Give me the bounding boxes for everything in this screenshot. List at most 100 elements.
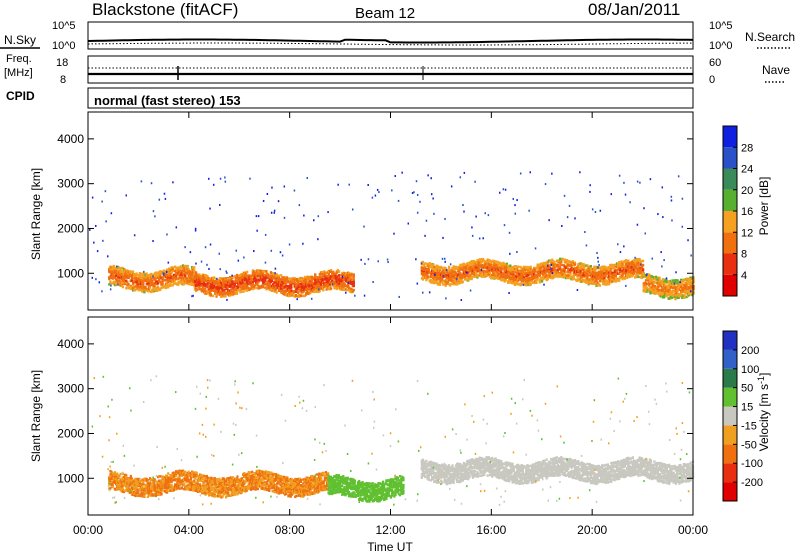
echo-cell [303,294,307,298]
echo-cell [502,273,505,277]
echo-cell [112,473,115,476]
echo-cell [689,277,692,281]
echo-cell [644,232,647,235]
echo-cell [273,272,276,276]
echo-cell [134,276,137,279]
echo-cell [145,272,148,275]
echo-cell [208,289,211,293]
echo-cell [675,288,678,292]
echo-cell [560,270,563,274]
echo-cell [213,281,216,284]
echo-cell [267,275,270,279]
echo-cell [568,204,571,207]
echo-cell [627,259,630,262]
echo-cell [560,273,563,277]
echo-cell [660,289,663,292]
echo-cell [340,282,343,285]
echo-cell [520,269,523,273]
echo-cell [464,263,468,266]
echo-cell [236,289,240,292]
echo-cell [636,273,639,277]
echo-cell [451,282,454,285]
echo-cell [684,286,687,290]
echo-cell [667,293,670,297]
echo-cell [200,284,203,288]
echo-cell [564,274,568,277]
echo-cell [503,274,506,278]
echo-cell [581,264,585,268]
echo-cell [326,271,329,274]
echo-cell [538,267,541,270]
echo-cell [471,269,474,273]
echo-cell [340,286,343,290]
colorbar-swatch [723,253,737,275]
echo-cell [561,268,564,272]
echo-cell [144,276,147,280]
echo-cell [175,277,178,281]
echo-cell [221,283,224,286]
echo-cell [167,261,170,264]
echo-cell [489,276,493,280]
echo-cell [437,278,440,281]
echo-cell [466,265,469,269]
echo-cell [277,284,281,287]
cpid-strip: CPID normal (fast stereo) 153 [6,87,694,109]
echo-cell [499,266,502,270]
echo-cell [290,289,293,292]
echo-cell [441,280,444,284]
echo-cell [108,270,111,273]
echo-cell [242,271,245,275]
echo-cell [416,211,419,214]
echo-cell [126,273,129,276]
echo-cell [598,277,602,280]
echo-cell [492,271,495,275]
echo-cell [599,276,603,279]
echo-cell [139,285,143,288]
echo-cell [272,282,275,286]
echo-cell [240,290,243,293]
echo-cell [514,271,518,274]
echo-cell [692,292,695,295]
station-title: Blackstone (fitACF) [92,0,238,19]
echo-cell [138,278,141,282]
echo-cell [264,286,267,289]
echo-cell [186,277,189,280]
echo-cell [239,274,242,277]
echo-cell [692,278,695,282]
echo-cell [88,228,91,231]
echo-cell [444,260,446,263]
echo-cell [307,281,310,284]
echo-cell [648,273,651,277]
echo-cell [497,276,501,280]
echo-cell [678,288,682,291]
echo-cell [533,273,536,276]
echo-cell [285,287,288,290]
echo-cell [571,263,574,267]
echo-cell [484,266,487,269]
echo-cell [110,270,113,274]
echo-cell [552,276,555,280]
freq-strip: Freq. [MHz] 18 8 60 0 Nave [4,53,790,86]
echo-cell [137,281,140,284]
echo-cell [536,270,539,274]
echo-cell [550,271,553,275]
echo-cell [582,273,586,277]
echo-cell [309,287,312,290]
echo-cell [307,277,310,281]
echo-cell [572,271,575,275]
echo-cell [632,259,636,262]
echo-cell [292,280,295,283]
echo-cell [494,268,497,271]
echo-cell [485,261,488,264]
echo-cell [219,277,223,280]
echo-cell [131,289,135,292]
echo-cell [268,280,271,284]
echo-cell [133,234,136,237]
echo-cell [592,278,595,281]
echo-cell [283,293,286,296]
echo-cell [454,265,457,269]
echo-cell [303,277,307,280]
echo-cell [464,268,468,271]
echo-cell [440,272,443,275]
